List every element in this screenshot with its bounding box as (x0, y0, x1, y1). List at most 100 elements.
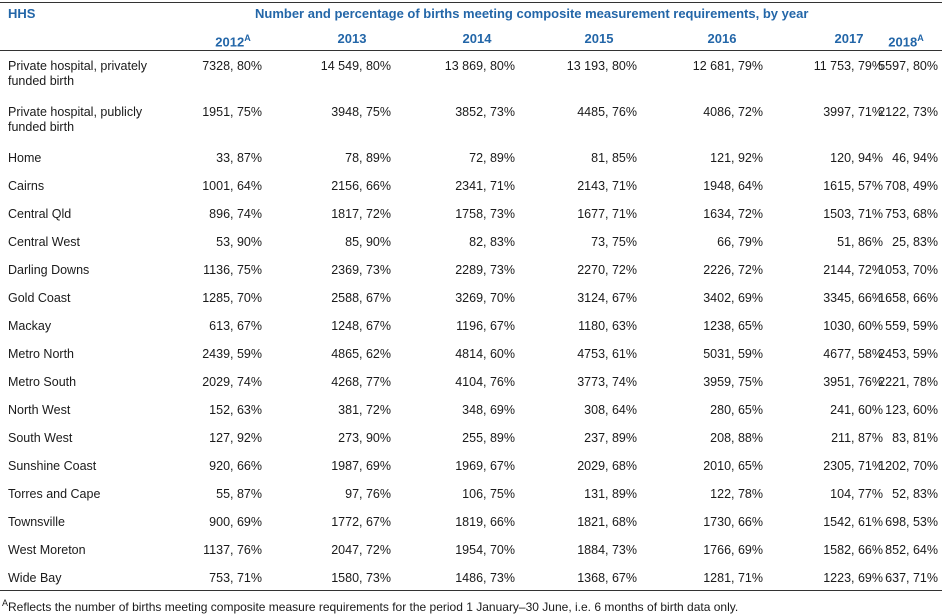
cell: 280, 65% (710, 403, 763, 417)
row-label: Wide Bay (8, 571, 62, 585)
cell: 3852, 73% (455, 105, 515, 119)
cell: 753, 68% (885, 207, 938, 221)
cell: 85, 90% (345, 235, 391, 249)
cell: 1677, 71% (577, 207, 637, 221)
cell: 2144, 72% (823, 263, 883, 277)
cell: 348, 69% (462, 403, 515, 417)
cell: 51, 86% (837, 235, 883, 249)
row-label: Metro North (8, 347, 74, 361)
row-label: Central West (8, 235, 81, 249)
cell: 3124, 67% (577, 291, 637, 305)
cell: 1248, 67% (331, 319, 391, 333)
year-header: 2014 (437, 31, 517, 46)
cell: 4104, 76% (455, 375, 515, 389)
year: 2013 (337, 31, 367, 46)
cell: 1223, 69% (823, 571, 883, 585)
cell: 2369, 73% (331, 263, 391, 277)
cell: 122, 78% (710, 487, 763, 501)
cell: 1969, 67% (455, 459, 515, 473)
row-label: Metro South (8, 375, 77, 389)
cell: 97, 76% (345, 487, 391, 501)
row-label: Central Qld (8, 207, 72, 221)
cell: 33, 87% (216, 151, 262, 165)
cell: 1615, 57% (823, 179, 883, 193)
cell: 25, 83% (892, 235, 938, 249)
cell: 1884, 73% (577, 543, 637, 557)
cell: 83, 81% (892, 431, 938, 445)
cell: 3997, 71% (823, 105, 883, 119)
cell: 613, 67% (209, 319, 262, 333)
cell: 381, 72% (338, 403, 391, 417)
cell: 273, 90% (338, 431, 391, 445)
cell: 4485, 76% (577, 105, 637, 119)
year-header: 2012A (193, 31, 273, 49)
cell: 4753, 61% (577, 347, 637, 361)
header-rule (0, 50, 942, 51)
cell: 1281, 71% (703, 571, 763, 585)
cell: 5597, 80% (878, 59, 938, 73)
cell: 106, 75% (462, 487, 515, 501)
year: 2017 (834, 31, 864, 46)
cell: 11 753, 79% (813, 59, 883, 73)
cell: 698, 53% (885, 515, 938, 529)
cell: 3345, 66% (823, 291, 883, 305)
cell: 708, 49% (885, 179, 938, 193)
cell: 1951, 75% (202, 105, 262, 119)
cell: 237, 89% (584, 431, 637, 445)
cell: 1954, 70% (455, 543, 515, 557)
cell: 1136, 75% (203, 263, 262, 277)
cell: 1196, 67% (456, 319, 515, 333)
cell: 255, 89% (462, 431, 515, 445)
footnote-marker: A (2, 598, 9, 608)
footnote-text: Reflects the number of births meeting co… (8, 600, 739, 614)
cell: 82, 83% (469, 235, 515, 249)
cell: 1758, 73% (455, 207, 515, 221)
cell: 3948, 75% (331, 105, 391, 119)
row-label: West Moreton (8, 543, 86, 557)
cell: 308, 64% (584, 403, 637, 417)
cell: 1948, 64% (703, 179, 763, 193)
cell: 896, 74% (209, 207, 262, 221)
cell: 66, 79% (717, 235, 763, 249)
cell: 241, 60% (830, 403, 883, 417)
year-header: 2017 (809, 31, 889, 46)
cell: 753, 71% (209, 571, 262, 585)
cell: 78, 89% (345, 151, 391, 165)
cell: 1634, 72% (703, 207, 763, 221)
cell: 14 549, 80% (320, 59, 391, 73)
row-label: Private hospital, privately funded birth (8, 59, 147, 88)
cell: 1658, 66% (878, 291, 938, 305)
cell: 13 193, 80% (566, 59, 637, 73)
cell: 2010, 65% (703, 459, 763, 473)
cell: 1542, 61% (823, 515, 883, 529)
cell: 1987, 69% (331, 459, 391, 473)
cell: 1730, 66% (703, 515, 763, 529)
cell: 53, 90% (216, 235, 262, 249)
row-label: Home (8, 151, 42, 165)
cell: 1821, 68% (577, 515, 637, 529)
cell: 852, 64% (885, 543, 938, 557)
cell: 123, 60% (885, 403, 938, 417)
row-label: Cairns (8, 179, 45, 193)
cell: 4086, 72% (703, 105, 763, 119)
cell: 7328, 80% (202, 59, 262, 73)
cell: 1503, 71% (823, 207, 883, 221)
cell: 1137, 76% (203, 543, 262, 557)
year: 2018 (888, 34, 918, 50)
cell: 2341, 71% (455, 179, 515, 193)
row-label: Gold Coast (8, 291, 71, 305)
cell: 2122, 73% (878, 105, 938, 119)
cell: 2047, 72% (331, 543, 391, 557)
cell: 52, 83% (892, 487, 938, 501)
year-header: 2013 (312, 31, 392, 46)
cell: 2143, 71% (577, 179, 637, 193)
cell: 1817, 72% (331, 207, 391, 221)
cell: 2305, 71% (823, 459, 883, 473)
cell: 1368, 67% (577, 571, 637, 585)
cell: 120, 94% (830, 151, 883, 165)
row-label: Private hospital, publicly funded birth (8, 105, 143, 134)
year: 2015 (584, 31, 614, 46)
year-header: 2016 (682, 31, 762, 46)
cell: 4814, 60% (455, 347, 515, 361)
